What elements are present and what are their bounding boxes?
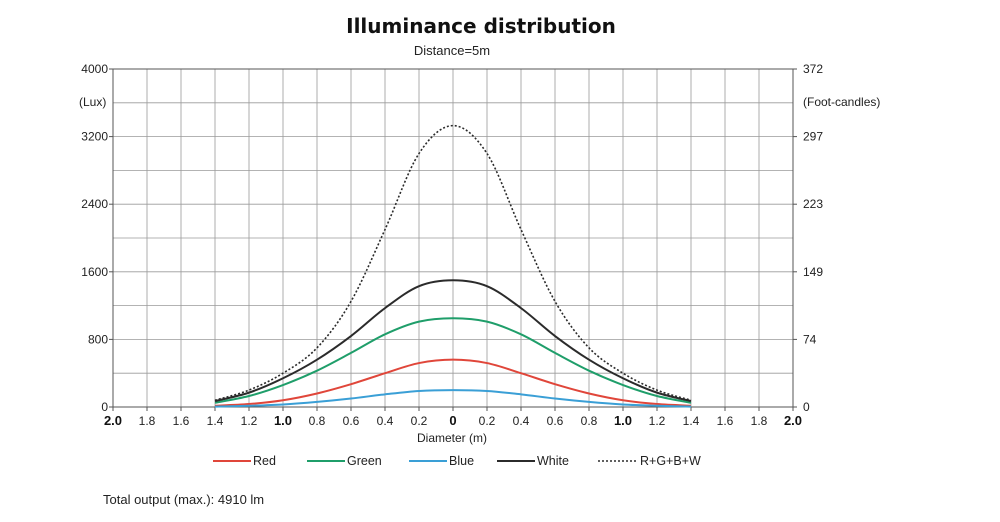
y-tick-label-right: 372 <box>803 62 823 76</box>
y-tick-label-left: 1600 <box>81 265 108 279</box>
total-output-note: Total output (max.): 4910 lm <box>103 492 265 507</box>
y-tick-label-right: 297 <box>803 130 823 144</box>
y-axis-right: 0 74 149 223 297 372 <box>793 62 823 414</box>
x-tick-label: 1.0 <box>274 413 292 428</box>
x-tick-label: 1.0 <box>614 413 632 428</box>
legend-label: Blue <box>449 454 474 468</box>
x-tick-label: 1.2 <box>649 414 666 428</box>
y-tick-label-right: 74 <box>803 332 817 346</box>
y-axis-right-unit: (Foot-candles) <box>803 95 880 109</box>
y-tick-label-left: 3200 <box>81 130 108 144</box>
legend-label: Red <box>253 454 276 468</box>
legend-label: R+G+B+W <box>640 454 701 468</box>
x-tick-label: 0.6 <box>547 414 564 428</box>
y-tick-label-left: 0 <box>101 400 108 414</box>
x-tick-label: 2.0 <box>104 413 122 428</box>
x-tick-label: 1.4 <box>207 414 224 428</box>
x-tick-label: 1.8 <box>751 414 768 428</box>
x-axis: 2.0 1.8 1.6 1.4 1.2 1.0 0.8 0.6 0.4 0.2 0 0.2 0.4 0.6… <box>104 407 802 428</box>
x-axis-label: Diameter (m) <box>417 431 487 445</box>
x-tick-label: 0.2 <box>479 414 496 428</box>
legend: Red Green Blue White R+G+B+W <box>213 454 701 468</box>
x-tick-label: 0.8 <box>581 414 598 428</box>
x-tick-label: 0 <box>449 413 456 428</box>
series-line-red <box>214 358 692 407</box>
series-lines <box>214 124 692 408</box>
legend-label: Green <box>347 454 382 468</box>
x-tick-label: 1.2 <box>241 414 258 428</box>
y-axis-left: 0 800 1600 2400 3200 4000 <box>81 62 113 414</box>
y-axis-left-unit: (Lux) <box>79 95 106 109</box>
x-tick-label: 2.0 <box>784 413 802 428</box>
y-tick-label-left: 800 <box>88 332 108 346</box>
y-tick-label-left: 2400 <box>81 197 108 211</box>
chart-subtitle: Distance=5m <box>414 43 490 58</box>
series-line-white <box>214 279 692 403</box>
x-tick-label: 0.8 <box>309 414 326 428</box>
y-tick-label-right: 0 <box>803 400 810 414</box>
x-tick-label: 1.6 <box>717 414 734 428</box>
chart-title: Illuminance distribution <box>346 14 616 38</box>
x-tick-label: 0.6 <box>343 414 360 428</box>
series-line-green <box>214 317 692 404</box>
y-tick-label-right: 223 <box>803 197 823 211</box>
x-tick-label: 1.8 <box>139 414 156 428</box>
series-line-blue <box>214 389 692 408</box>
x-tick-label: 1.6 <box>173 414 190 428</box>
x-tick-label: 1.4 <box>683 414 700 428</box>
legend-label: White <box>537 454 569 468</box>
grid <box>113 69 793 407</box>
x-tick-label: 0.4 <box>513 414 530 428</box>
y-tick-label-left: 4000 <box>81 62 108 76</box>
y-tick-label-right: 149 <box>803 265 823 279</box>
x-tick-label: 0.2 <box>411 414 428 428</box>
x-tick-label: 0.4 <box>377 414 394 428</box>
